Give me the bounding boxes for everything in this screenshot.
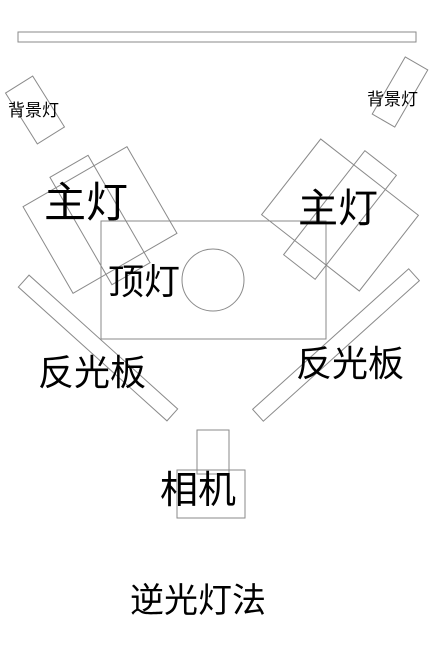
reflector-right-label: 反光板	[296, 344, 404, 385]
key-light-right-label: 主灯	[298, 186, 378, 232]
camera-base	[176, 469, 246, 519]
top-light-frame	[100, 220, 327, 340]
top-light-circle	[181, 248, 245, 312]
reflector-right-shape	[251, 268, 421, 422]
camera-label: 相机	[160, 468, 236, 512]
top-bar	[17, 31, 417, 43]
back-light-right-shape	[371, 56, 429, 128]
reflector-left-label: 反光板	[38, 353, 146, 394]
back-light-left-shape	[4, 75, 66, 145]
back-light-left-label: 背景灯	[8, 101, 59, 121]
back-light-right-label: 背景灯	[367, 90, 418, 110]
diagram-title: 逆光灯法	[130, 581, 266, 621]
top-light-label: 顶灯	[108, 262, 180, 303]
key-light-left-label: 主灯	[44, 178, 128, 227]
key-light-left-shape	[22, 146, 178, 294]
key-light-right-shape	[260, 138, 420, 292]
reflector-left-shape	[17, 274, 179, 422]
camera-body	[196, 429, 230, 475]
